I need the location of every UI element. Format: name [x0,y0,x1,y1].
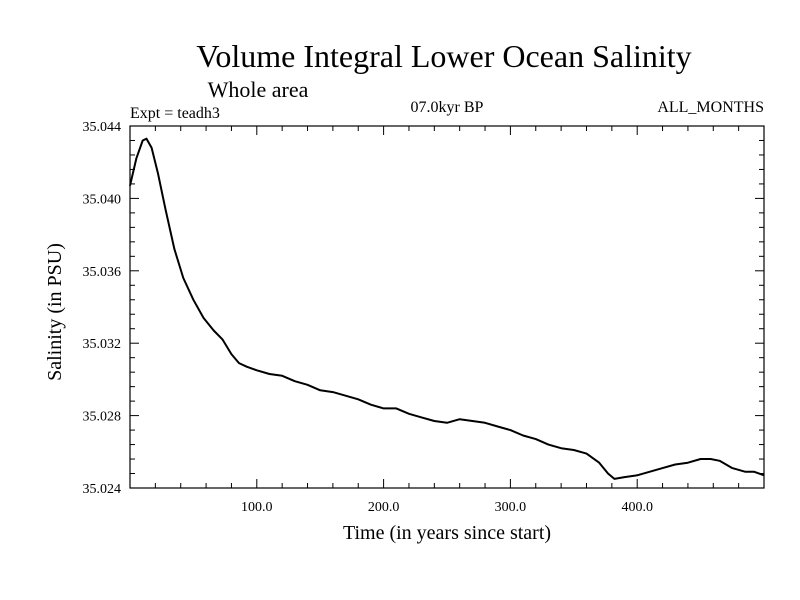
x-axis-label: Time (in years since start) [343,522,551,544]
y-tick-label: 35.040 [83,192,122,207]
plot-frame [129,125,765,489]
y-tick-label: 35.044 [83,120,122,135]
axis-ticks [130,126,764,488]
months-label: ALL_MONTHS [657,99,764,116]
x-tick-label: 100.0 [241,500,273,515]
y-tick-label: 35.036 [83,265,122,280]
y-tick-label: 35.032 [83,337,122,352]
y-tick-label: 35.028 [83,410,122,425]
experiment-label: Expt = teadh3 [130,105,220,122]
chart-subtitle: Whole area [208,77,309,102]
salinity-series-line [129,137,765,480]
x-tick-labels: 100.0 200.0 300.0 400.0 [241,500,653,515]
y-tick-label: 35.024 [83,482,122,497]
y-tick-labels: 35.024 35.028 35.032 35.036 35.040 35.044 [83,120,122,497]
x-tick-label: 200.0 [368,500,400,515]
y-axis-label: Salinity (in PSU) [44,243,66,381]
x-tick-label: 400.0 [621,500,653,515]
x-tick-label: 300.0 [495,500,527,515]
chart-title: Volume Integral Lower Ocean Salinity [196,38,691,74]
period-label: 07.0kyr BP [411,99,484,116]
